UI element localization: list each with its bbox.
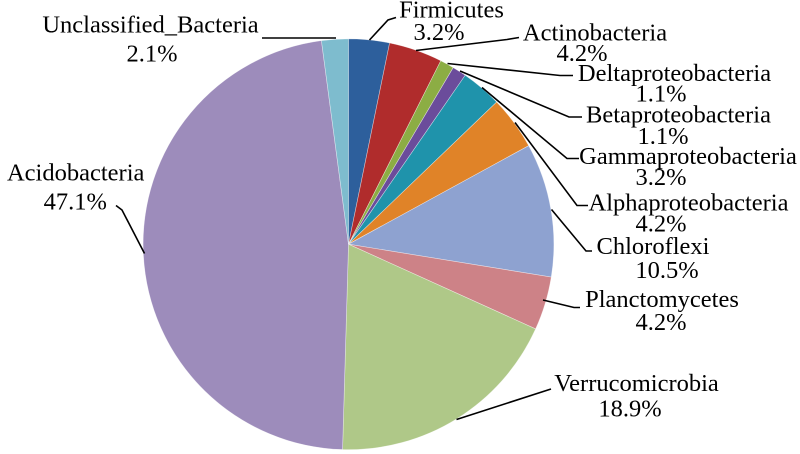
- svg-text:Acidobacteria: Acidobacteria: [7, 160, 145, 187]
- svg-text:Unclassified_Bacteria: Unclassified_Bacteria: [42, 12, 258, 39]
- svg-text:10.5%: 10.5%: [635, 257, 698, 284]
- svg-text:Alphaproteobacteria: Alphaproteobacteria: [589, 190, 789, 217]
- svg-text:Verrucomicrobia: Verrucomicrobia: [554, 370, 719, 397]
- svg-text:4.2%: 4.2%: [635, 309, 686, 336]
- svg-text:2.1%: 2.1%: [126, 41, 177, 68]
- svg-text:Betaproteobacteria: Betaproteobacteria: [586, 102, 771, 129]
- svg-text:3.2%: 3.2%: [413, 19, 464, 46]
- svg-text:Firmicutes: Firmicutes: [399, 0, 504, 24]
- svg-text:Planctomycetes: Planctomycetes: [585, 286, 739, 313]
- svg-text:Chloroflexi: Chloroflexi: [597, 233, 710, 260]
- svg-text:4.2%: 4.2%: [556, 40, 607, 67]
- svg-text:Actinobacteria: Actinobacteria: [523, 20, 667, 47]
- svg-text:3.2%: 3.2%: [635, 164, 686, 191]
- svg-text:Deltaproteobacteria: Deltaproteobacteria: [578, 60, 771, 87]
- svg-text:47.1%: 47.1%: [44, 189, 107, 216]
- svg-text:4.2%: 4.2%: [635, 211, 686, 238]
- svg-text:Gammaproteobacteria: Gammaproteobacteria: [579, 143, 797, 170]
- svg-text:18.9%: 18.9%: [598, 396, 661, 423]
- svg-text:1.1%: 1.1%: [637, 123, 688, 150]
- svg-text:1.1%: 1.1%: [635, 81, 686, 108]
